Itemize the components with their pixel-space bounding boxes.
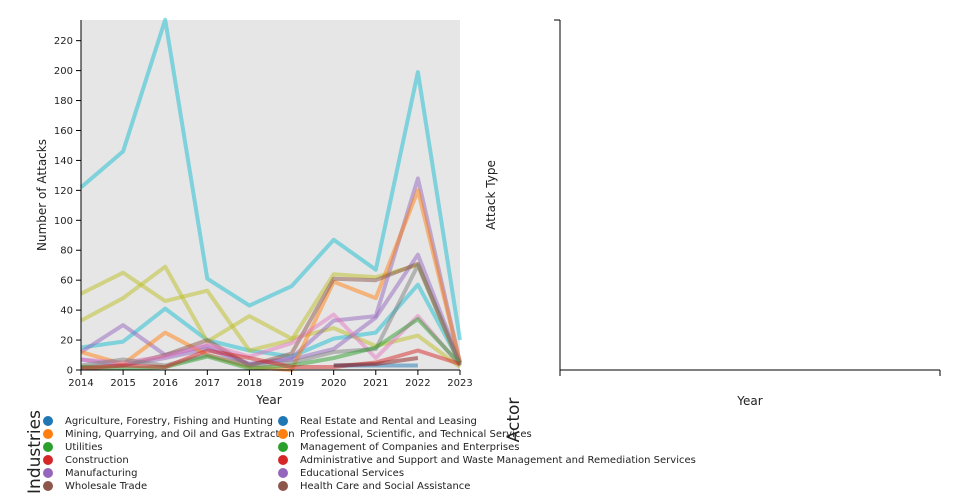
legend-title: Industries <box>25 410 45 494</box>
legend-label: Agriculture, Forestry, Fishing and Hunti… <box>65 416 273 427</box>
plot-background <box>81 20 460 370</box>
legend-label: Real Estate and Rental and Leasing <box>300 416 477 427</box>
legend-dot-icon <box>43 442 53 452</box>
legend-label: Construction <box>65 455 129 466</box>
x-tick-label: 2019 <box>279 378 304 389</box>
legend-dot-icon <box>278 416 288 426</box>
x-tick-label: 2015 <box>110 378 135 389</box>
x-axis: 2014 2015 2016 2017 2018 2019 2020 2021 2022 2023 <box>68 369 473 389</box>
x-tick-label: 2017 <box>195 378 220 389</box>
legend-label: Wholesale Trade <box>65 481 148 492</box>
x-axis-label: Year <box>255 393 281 407</box>
legend-dot-icon <box>278 429 288 439</box>
legend-label: Utilities <box>65 442 103 453</box>
y-axis-label: Number of Attacks <box>35 139 49 251</box>
x-tick-label: 2020 <box>321 378 346 389</box>
legend-dot-icon <box>278 468 288 478</box>
x-tick-label: 2018 <box>237 378 262 389</box>
legend-label: Professional, Scientific, and Technical … <box>300 429 532 440</box>
y-axis-2-label: Attack Type <box>484 160 498 230</box>
series-lines <box>79 17 462 372</box>
legend-label: Mining, Quarrying, and Oil and Gas Extra… <box>65 429 295 440</box>
x-tick-label: 2021 <box>363 378 388 389</box>
series-line-cyan-1 <box>79 17 462 341</box>
x-tick-label: 2023 <box>447 378 472 389</box>
legend-dot-icon <box>43 481 53 491</box>
y-tick-label: 140 <box>54 156 73 167</box>
legend-dot-icon <box>43 416 53 426</box>
x-tick-label: 2016 <box>152 378 177 389</box>
legend-label: Administrative and Support and Waste Man… <box>300 455 696 466</box>
legend-label: Management of Companies and Enterprises <box>300 442 520 453</box>
y-tick-label: 200 <box>54 66 73 77</box>
series-line-red-1 <box>80 348 461 371</box>
legend-dot-icon <box>278 481 288 491</box>
legend-label: Manufacturing <box>65 468 138 479</box>
series-line-pink-1 <box>80 312 462 367</box>
y-tick-label: 180 <box>54 96 73 107</box>
legend-dot-icon <box>43 429 53 439</box>
legend-dot-icon <box>278 442 288 452</box>
y-axis: 0 20 40 60 80 100 120 140 160 180 200 220 <box>54 20 82 377</box>
y-tick-label: 80 <box>60 246 73 257</box>
y-tick-label: 100 <box>54 216 73 227</box>
legend-label: Health Care and Social Assistance <box>300 481 471 492</box>
y-tick-label: 0 <box>67 366 73 377</box>
y-tick-label: 60 <box>60 276 73 287</box>
legend-label: Educational Services <box>300 468 405 479</box>
x-tick-label: 2022 <box>405 378 430 389</box>
y-tick-label: 220 <box>54 36 73 47</box>
y-tick-label: 20 <box>60 336 73 347</box>
legend-dot-icon <box>43 468 53 478</box>
series-line-darkred-1 <box>333 356 419 368</box>
legend-dot-icon <box>43 455 53 465</box>
y-tick-label: 40 <box>60 306 73 317</box>
series-line-olive-2 <box>80 264 462 369</box>
x-tick-label: 2014 <box>68 378 93 389</box>
actor-label: Actor <box>504 398 524 443</box>
x-axis-2-label: Year <box>736 394 762 408</box>
legend-dot-icon <box>278 455 288 465</box>
y-tick-label: 160 <box>54 126 73 137</box>
y-tick-label: 120 <box>54 186 73 197</box>
